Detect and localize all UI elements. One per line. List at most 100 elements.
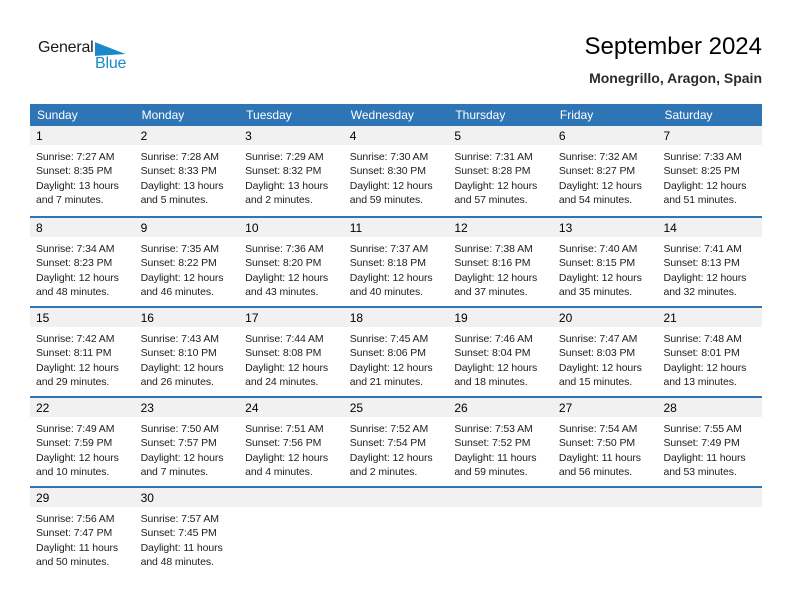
day-details: Sunrise: 7:38 AM Sunset: 8:16 PM Daylight:… <box>448 237 553 300</box>
day-details: Sunrise: 7:54 AM Sunset: 7:50 PM Daylight:… <box>553 417 658 480</box>
weekday-header-friday: Friday <box>559 108 594 122</box>
daylight-text-line1: Daylight: 12 hours <box>349 361 433 374</box>
week-row-4: 22 Sunrise: 7:49 AM Sunset: 7:59 PM Dayligh… <box>30 396 763 486</box>
day-details: Sunrise: 7:55 AM Sunset: 7:49 PM Daylight:… <box>657 417 762 480</box>
logo-triangle-icon <box>94 42 126 56</box>
day-details: Sunrise: 7:56 AM Sunset: 7:47 PM Daylight:… <box>30 507 135 570</box>
daylight-text-line2: and 48 minutes. <box>36 286 110 299</box>
daylight-text-line1: Daylight: 12 hours <box>558 361 642 374</box>
day-number-band <box>343 488 449 507</box>
day-details: Sunrise: 7:43 AM Sunset: 8:10 PM Daylight:… <box>135 327 240 390</box>
sunrise-text: Sunrise: 7:35 AM <box>140 243 219 255</box>
sunset-text: Sunset: 8:03 PM <box>558 347 636 360</box>
daylight-text-line2: and 54 minutes. <box>558 194 633 207</box>
daylight-text-line2: and 10 minutes. <box>36 466 110 479</box>
empty-day-cell <box>448 488 553 576</box>
day-number-band: 14 <box>657 218 763 237</box>
sunset-text: Sunset: 8:33 PM <box>140 165 217 178</box>
daylight-text-line1: Daylight: 13 hours <box>140 179 224 192</box>
title-block: September 2024 Monegrillo, Aragon, Spain <box>585 33 762 86</box>
empty-day-cell <box>239 488 344 576</box>
weekday-header-tuesday: Tuesday <box>246 108 292 122</box>
day-details: Sunrise: 7:33 AM Sunset: 8:25 PM Daylight:… <box>657 145 762 208</box>
sunrise-text: Sunrise: 7:43 AM <box>140 333 219 345</box>
day-cell-18: 18 Sunrise: 7:45 AM Sunset: 8:06 PM Dayligh… <box>343 308 449 396</box>
day-details: Sunrise: 7:52 AM Sunset: 7:54 PM Daylight:… <box>344 417 449 480</box>
day-number: 4 <box>349 129 357 143</box>
daylight-text-line1: Daylight: 12 hours <box>454 361 538 374</box>
daylight-text-line1: Daylight: 11 hours <box>558 451 641 464</box>
day-number: 10 <box>245 221 259 235</box>
daylight-text-line2: and 2 minutes. <box>245 194 313 207</box>
daylight-text-line1: Daylight: 12 hours <box>36 361 119 374</box>
sunset-text: Sunset: 8:27 PM <box>558 165 636 178</box>
day-number-band: 11 <box>343 218 449 237</box>
sunset-text: Sunset: 8:04 PM <box>454 347 531 360</box>
day-number-band: 27 <box>552 398 658 417</box>
day-details: Sunrise: 7:30 AM Sunset: 8:30 PM Daylight:… <box>344 145 449 208</box>
sunset-text: Sunset: 7:59 PM <box>36 437 113 450</box>
sunset-text: Sunset: 8:16 PM <box>454 257 531 270</box>
daylight-text-line2: and 29 minutes. <box>36 376 110 389</box>
day-number-band: 30 <box>134 488 240 507</box>
day-number: 19 <box>454 311 468 325</box>
day-cell-8: 8 Sunrise: 7:34 AM Sunset: 8:23 PM Daylight… <box>30 218 135 306</box>
day-details: Sunrise: 7:57 AM Sunset: 7:45 PM Daylight:… <box>135 507 240 570</box>
day-cell-27: 27 Sunrise: 7:54 AM Sunset: 7:50 PM Dayligh… <box>552 398 658 486</box>
sunrise-text: Sunrise: 7:55 AM <box>663 423 742 435</box>
day-number-band: 4 <box>343 126 449 145</box>
day-number-band: 5 <box>448 126 553 145</box>
day-cell-12: 12 Sunrise: 7:38 AM Sunset: 8:16 PM Dayligh… <box>448 218 553 306</box>
day-number: 21 <box>663 311 677 325</box>
day-number: 22 <box>36 401 50 415</box>
day-number-band: 20 <box>552 308 658 327</box>
sunset-text: Sunset: 8:35 PM <box>36 165 113 178</box>
sunset-text: Sunset: 8:22 PM <box>140 257 217 270</box>
day-cell-10: 10 Sunrise: 7:36 AM Sunset: 8:20 PM Dayligh… <box>239 218 344 306</box>
day-number: 13 <box>558 221 573 235</box>
sunrise-text: Sunrise: 7:42 AM <box>36 333 115 345</box>
daylight-text-line1: Daylight: 11 hours <box>36 541 119 554</box>
day-details: Sunrise: 7:46 AM Sunset: 8:04 PM Daylight:… <box>448 327 553 390</box>
sunset-text: Sunset: 8:13 PM <box>663 257 740 270</box>
day-cell-26: 26 Sunrise: 7:53 AM Sunset: 7:52 PM Dayligh… <box>448 398 553 486</box>
sunset-text: Sunset: 8:11 PM <box>36 347 112 360</box>
day-number: 23 <box>140 401 154 415</box>
sunrise-text: Sunrise: 7:41 AM <box>663 243 742 255</box>
day-details: Sunrise: 7:51 AM Sunset: 7:56 PM Daylight:… <box>239 417 344 480</box>
weekday-header-wednesday: Wednesday <box>350 108 414 122</box>
daylight-text-line1: Daylight: 12 hours <box>558 271 642 284</box>
daylight-text-line1: Daylight: 12 hours <box>36 451 119 464</box>
daylight-text-line1: Daylight: 13 hours <box>245 179 328 192</box>
day-number-band <box>448 488 553 507</box>
day-details: Sunrise: 7:40 AM Sunset: 8:15 PM Daylight:… <box>553 237 658 300</box>
day-number-band <box>552 488 658 507</box>
day-cell-17: 17 Sunrise: 7:44 AM Sunset: 8:08 PM Dayligh… <box>239 308 344 396</box>
day-number: 1 <box>36 129 43 143</box>
day-number: 6 <box>558 129 566 143</box>
daylight-text-line2: and 53 minutes. <box>663 466 737 479</box>
week-row-5: 29 Sunrise: 7:56 AM Sunset: 7:47 PM Dayligh… <box>30 486 763 576</box>
day-cell-19: 19 Sunrise: 7:46 AM Sunset: 8:04 PM Dayligh… <box>448 308 553 396</box>
week-row-1: 1 Sunrise: 7:27 AM Sunset: 8:35 PM Daylight… <box>30 126 763 216</box>
day-details: Sunrise: 7:31 AM Sunset: 8:28 PM Daylight:… <box>448 145 553 208</box>
daylight-text-line2: and 4 minutes. <box>245 466 313 479</box>
daylight-text-line2: and 7 minutes. <box>36 194 104 207</box>
sunrise-text: Sunrise: 7:30 AM <box>349 151 429 163</box>
sunset-text: Sunset: 8:25 PM <box>663 165 740 178</box>
day-number-band: 26 <box>448 398 553 417</box>
sunrise-text: Sunrise: 7:49 AM <box>36 423 115 435</box>
day-number-band: 1 <box>30 126 135 145</box>
sunrise-text: Sunrise: 7:28 AM <box>140 151 219 163</box>
day-number-band: 19 <box>448 308 553 327</box>
day-details: Sunrise: 7:27 AM Sunset: 8:35 PM Daylight:… <box>30 145 135 208</box>
sunrise-text: Sunrise: 7:33 AM <box>663 151 742 163</box>
sunset-text: Sunset: 8:15 PM <box>558 257 636 270</box>
day-number: 28 <box>663 401 677 415</box>
daylight-text-line2: and 48 minutes. <box>140 556 214 569</box>
daylight-text-line1: Daylight: 12 hours <box>245 451 328 464</box>
daylight-text-line1: Daylight: 12 hours <box>349 451 433 464</box>
day-number-band: 15 <box>30 308 135 327</box>
daylight-text-line2: and 2 minutes. <box>349 466 418 479</box>
